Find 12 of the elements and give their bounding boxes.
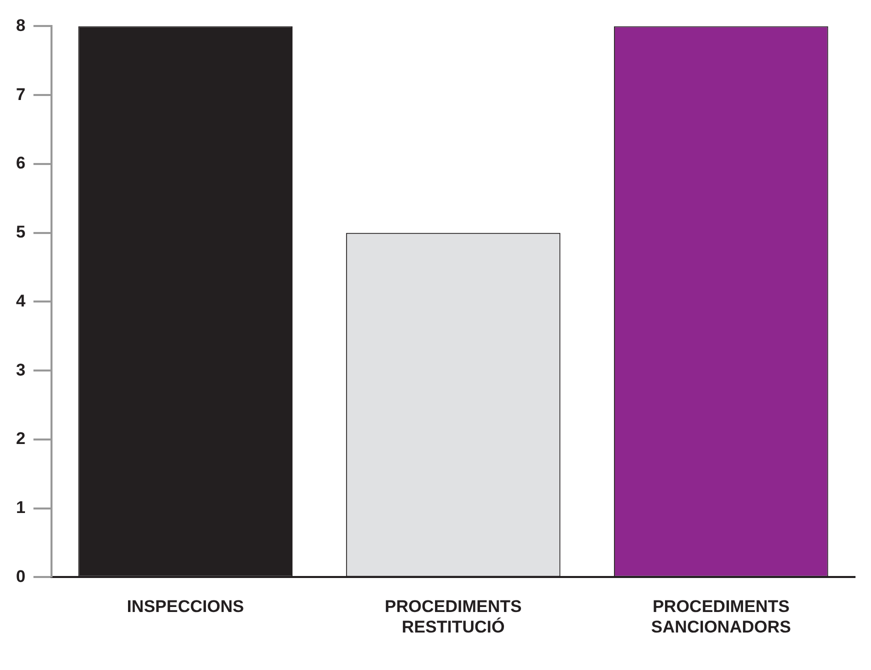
x-tick-label: PROCEDIMENTS RESTITUCIÓ	[384, 597, 522, 636]
y-tick-label: 4	[16, 291, 26, 310]
x-tick-label: PROCEDIMENTS SANCIONADORS	[651, 597, 791, 636]
y-tick-label: 5	[16, 222, 26, 242]
y-tick-label: 3	[16, 360, 26, 380]
y-tick-label: 7	[16, 84, 26, 104]
y-tick-label: 2	[16, 429, 26, 448]
x-tick-label: INSPECCIONS	[126, 597, 244, 616]
y-tick-label: 0	[16, 566, 26, 586]
y-tick-label: 8	[16, 16, 26, 35]
y-tick-label: 6	[16, 154, 26, 173]
y-tick-label: 1	[16, 498, 26, 518]
